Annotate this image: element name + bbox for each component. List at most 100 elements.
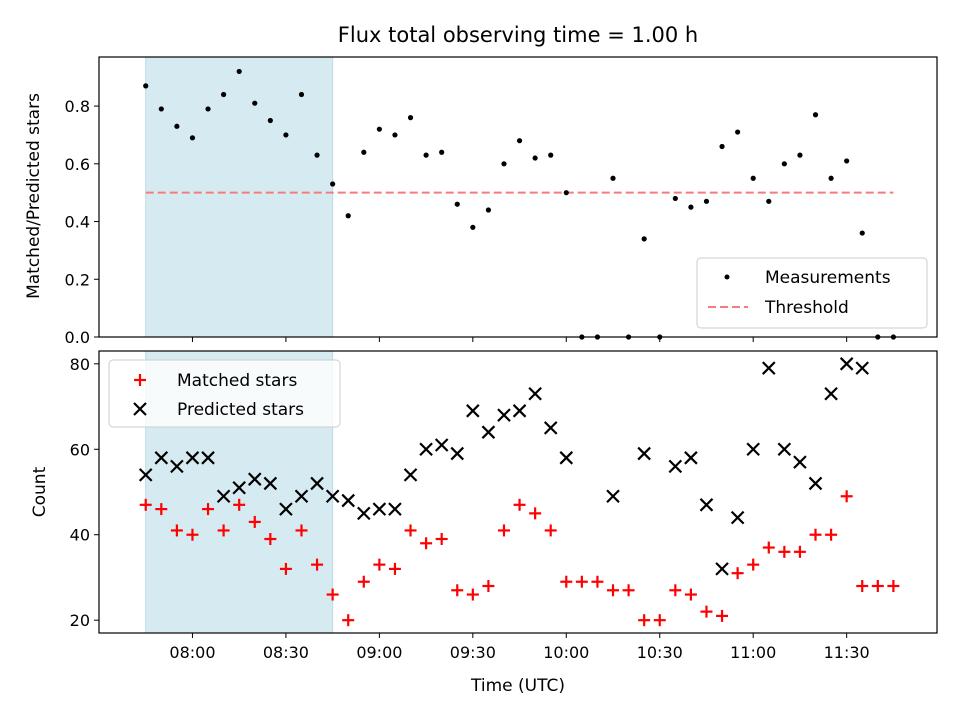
matched-star-point — [482, 580, 495, 592]
measurement-point — [330, 181, 336, 187]
bottom-axes-frame — [98, 350, 938, 634]
predicted-star-point — [170, 459, 184, 474]
x-tick-label: 09:30 — [450, 643, 496, 662]
matched-star-point — [762, 541, 775, 554]
predicted-marker-stroke — [388, 502, 402, 516]
legend-label-matched: Matched stars — [177, 371, 297, 391]
predicted-marker-stroke — [699, 498, 714, 512]
predicted-star-point — [372, 502, 387, 516]
measurement-point — [766, 198, 772, 204]
measurement-point — [485, 207, 492, 213]
matched-star-point — [529, 507, 542, 520]
measurement-point — [844, 158, 850, 164]
y-tick-label: 80 — [70, 355, 90, 374]
predicted-star-point — [730, 510, 745, 525]
predicted-marker-stroke — [294, 489, 309, 504]
predicted-star-point — [808, 476, 823, 491]
predicted-marker-stroke — [357, 506, 371, 521]
predicted-marker-stroke — [154, 451, 169, 465]
matched-star-point — [684, 588, 697, 601]
measurement-point — [812, 112, 819, 118]
x-tick-label: 09:00 — [356, 643, 402, 662]
bottom-y-ticks: 20 40 60 80 — [70, 355, 99, 630]
predicted-marker-stroke — [185, 451, 200, 465]
matched-star-point — [202, 503, 215, 516]
matched-star-point — [311, 558, 324, 571]
predicted-star-point — [294, 489, 309, 504]
predicted-star-point — [357, 506, 371, 521]
measurement-point — [174, 123, 180, 129]
predicted-star-point — [684, 451, 698, 465]
measurement-point — [610, 175, 616, 181]
predicted-marker-stroke — [372, 502, 387, 516]
measurement-point — [672, 195, 678, 202]
legend-label-predicted: Predicted stars — [177, 400, 304, 420]
y-tick-label: 0.0 — [65, 328, 90, 347]
predicted-marker-stroke — [668, 459, 683, 474]
matched-star-point — [716, 609, 729, 622]
measurement-point — [703, 198, 710, 204]
measurement-point — [516, 138, 523, 144]
measurement-point — [345, 213, 351, 219]
predicted-marker-stroke — [839, 357, 854, 371]
predicted-star-point — [543, 421, 558, 435]
measurement-point — [563, 190, 569, 196]
matched-star-point — [575, 575, 588, 588]
measurement-point — [376, 126, 382, 132]
predicted-star-point — [824, 386, 838, 401]
predicted-star-point — [793, 455, 807, 469]
top-y-axis-label: Matched/Predicted stars — [24, 93, 44, 299]
bottom-x-ticks: 08:00 08:30 09:00 09:30 10:00 10:30 11:00 11:30 — [169, 633, 870, 662]
matched-star-point — [809, 528, 822, 541]
predicted-marker-stroke — [170, 459, 184, 474]
predicted-star-point — [279, 502, 293, 516]
predicted-star-point — [138, 468, 153, 482]
matched-star-point — [793, 545, 806, 558]
bottom-y-axis-label: Count — [30, 466, 50, 517]
bottom-x-axis-label: Time (UTC) — [470, 676, 565, 696]
matched-star-point — [295, 524, 308, 537]
matched-star-point — [607, 584, 620, 597]
top-y-ticks: 0.0 0.2 0.4 0.6 0.8 — [65, 97, 99, 347]
x-tick-label: 10:00 — [543, 643, 589, 662]
matched-star-point — [638, 614, 651, 627]
predicted-star-point — [668, 459, 683, 474]
measurement-point — [361, 149, 367, 155]
predicted-marker-stroke — [232, 480, 246, 495]
x-tick-label: 11:30 — [824, 643, 870, 662]
predicted-marker-stroke — [341, 493, 355, 508]
predicted-star-point — [310, 476, 324, 491]
y-tick-label: 0.2 — [65, 270, 90, 289]
matched-star-point — [326, 588, 339, 601]
top-panel: 0.00.20.40.60.8 Matched/Predicted stars … — [24, 56, 938, 347]
matched-star-point — [887, 580, 900, 592]
matched-star-point — [778, 545, 791, 558]
measurement-point — [735, 129, 741, 135]
top-highlight-span — [145, 56, 334, 338]
legend-label-threshold: Threshold — [764, 298, 849, 318]
predicted-stars-points — [138, 357, 870, 576]
predicted-star-point — [201, 451, 215, 465]
y-tick-label: 20 — [70, 611, 90, 630]
predicted-star-point — [606, 489, 620, 504]
predicted-star-point — [325, 489, 340, 504]
predicted-marker-stroke — [684, 451, 698, 465]
predicted-star-point — [855, 361, 870, 375]
predicted-marker-stroke — [777, 442, 792, 457]
matched-star-point — [513, 498, 526, 511]
predicted-marker-stroke — [434, 438, 449, 452]
predicted-marker-stroke — [216, 489, 231, 504]
y-tick-label: 0.4 — [65, 213, 90, 232]
predicted-star-point — [450, 446, 465, 461]
bottom-panel: 20 40 60 80 08:00 08:30 09:00 09:30 10:00 10:30 1… — [30, 350, 938, 696]
predicted-star-point — [232, 480, 246, 495]
predicted-star-point — [497, 408, 511, 422]
measurement-point — [688, 204, 694, 210]
bottom-legend-box — [108, 359, 341, 428]
predicted-marker-stroke — [138, 468, 153, 482]
measurement-point — [470, 224, 476, 230]
predicted-marker-stroke — [808, 476, 823, 491]
predicted-star-point — [341, 493, 355, 508]
matched-star-point — [840, 490, 853, 503]
x-tick-label: 08:00 — [169, 643, 215, 662]
